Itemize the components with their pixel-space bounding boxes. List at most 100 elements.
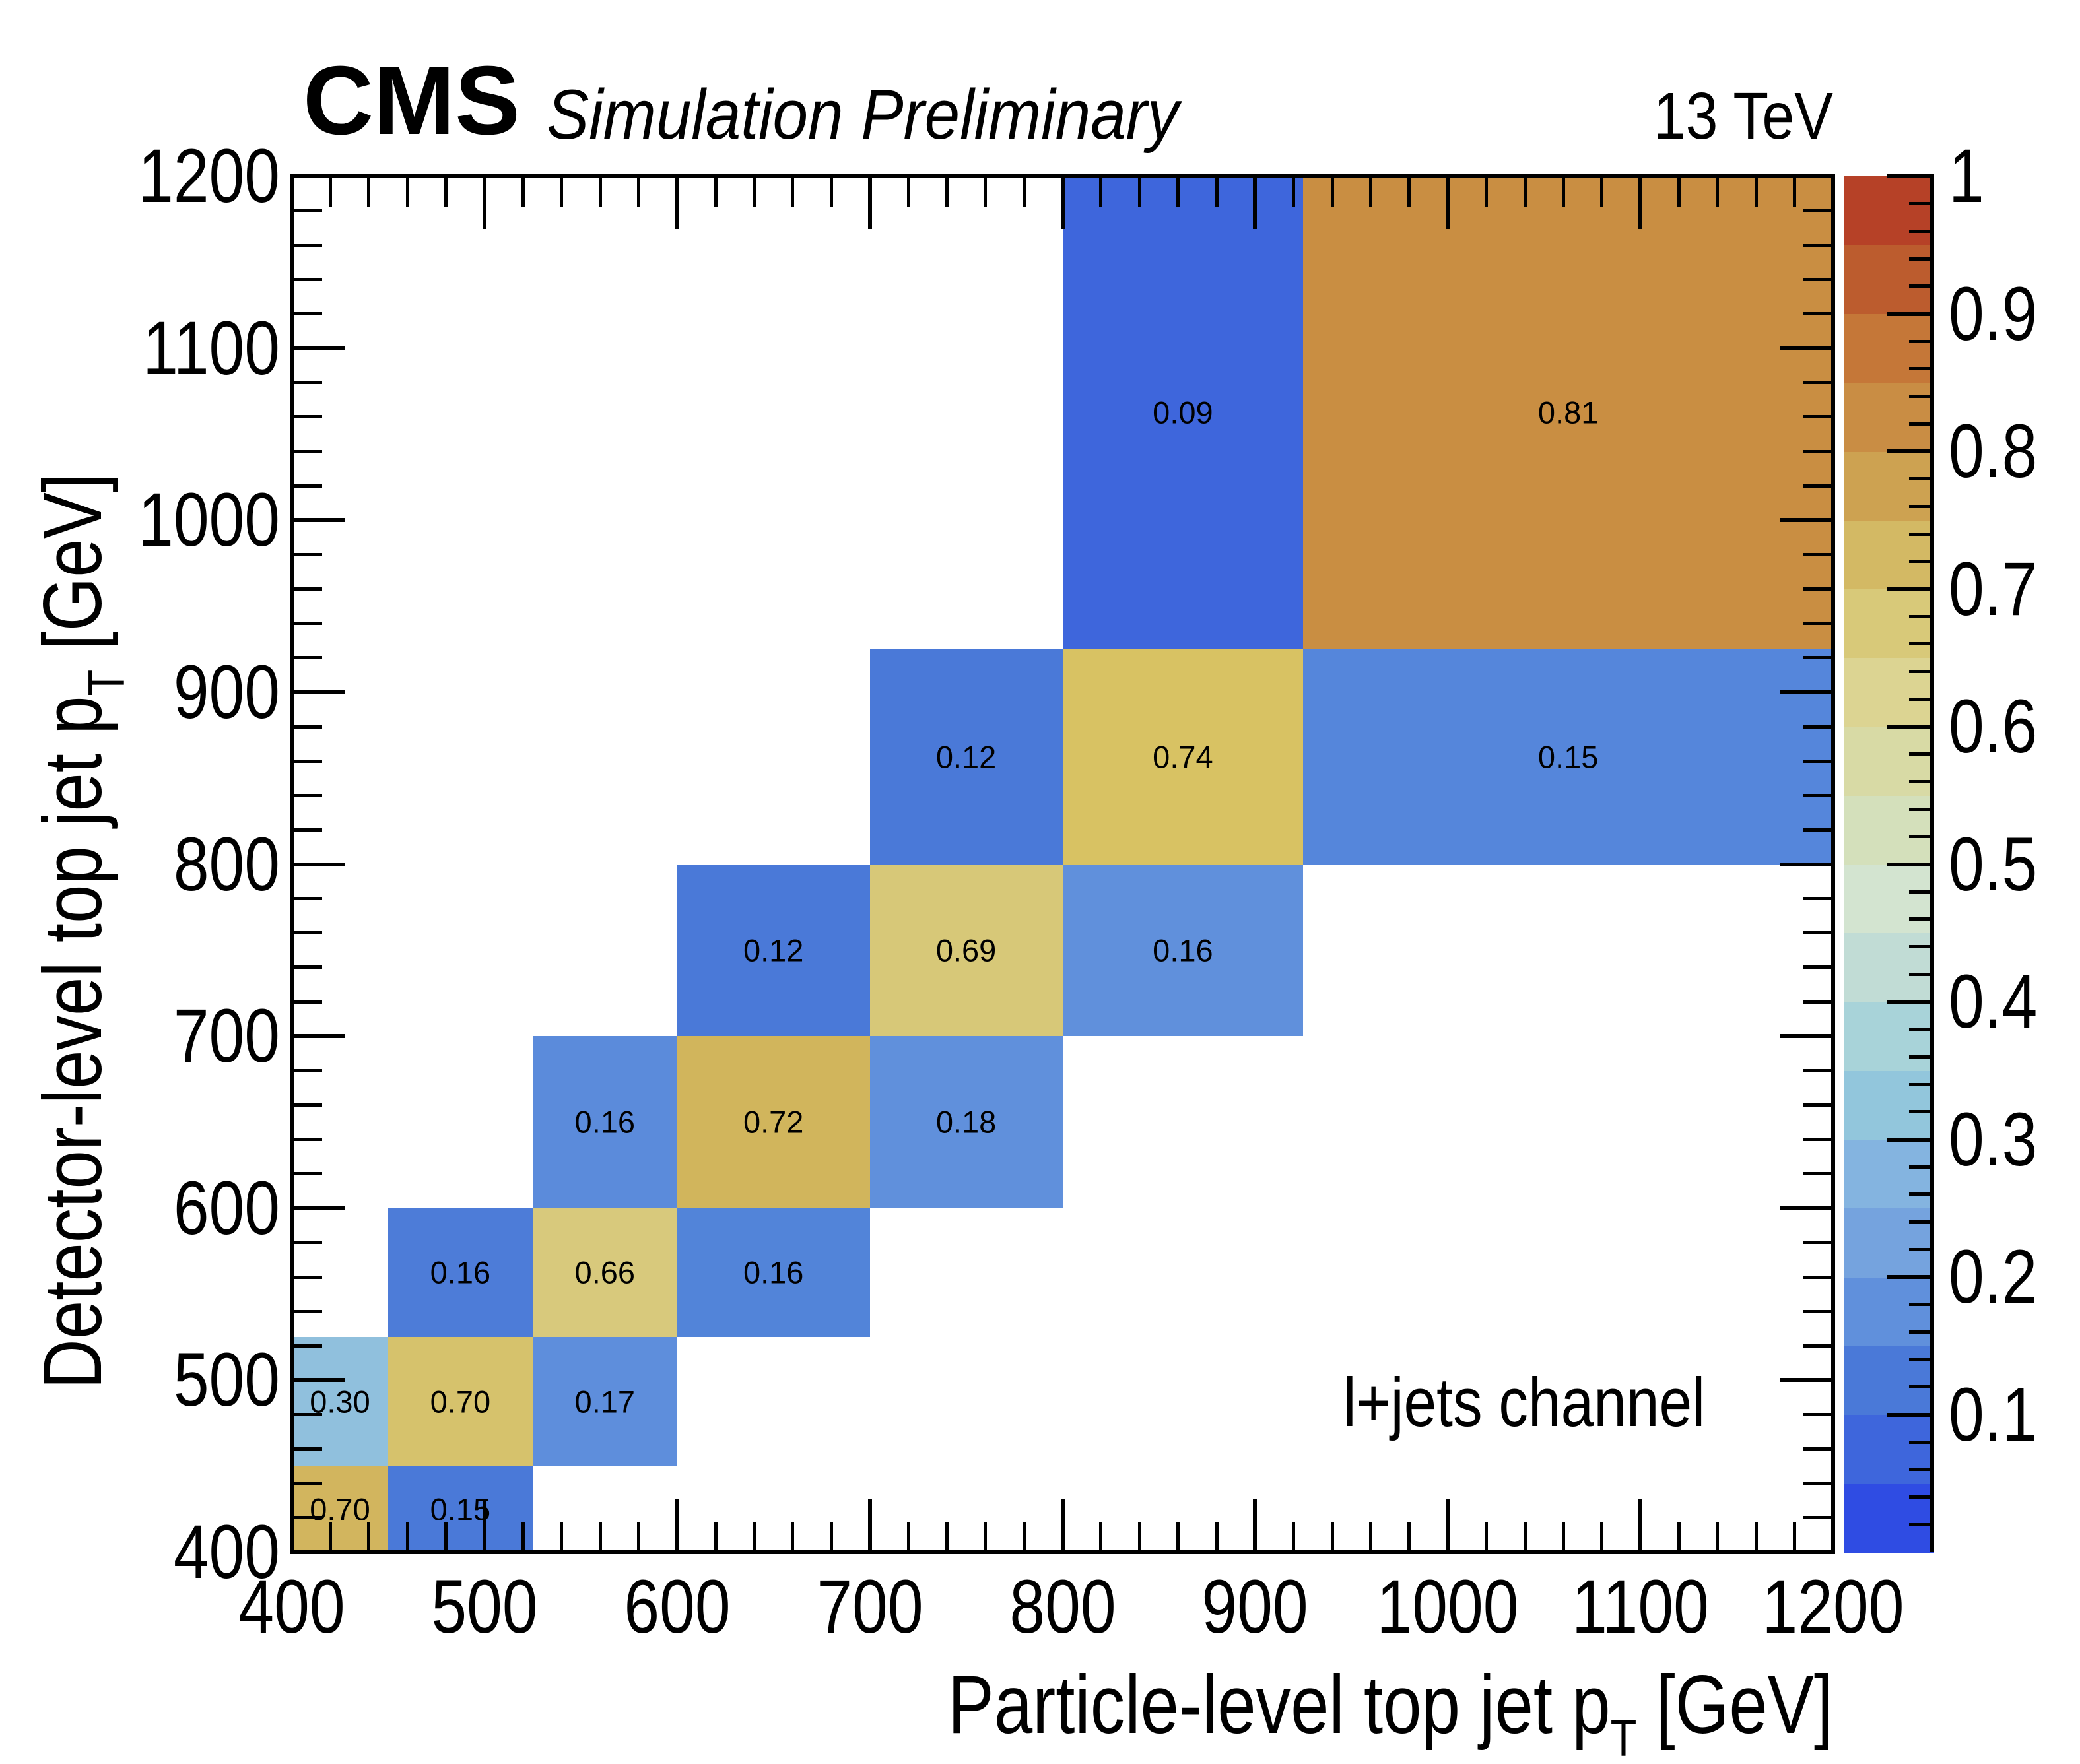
x-axis-tick <box>1369 1522 1372 1552</box>
y-axis-tick <box>292 1378 345 1383</box>
colorbar-tick-label: 0.5 <box>1949 822 2038 907</box>
colorbar-band <box>1844 589 1934 659</box>
colorbar-minor-tick <box>1909 367 1934 371</box>
y-axis-tick <box>292 931 322 935</box>
x-axis-tick-top <box>1523 176 1527 207</box>
x-axis-tick <box>290 1499 294 1552</box>
colorbar-major-tick <box>1887 311 1934 316</box>
heatmap-cell <box>1303 176 1833 649</box>
x-axis-tick <box>1716 1522 1720 1552</box>
x-tick-label: 800 <box>1009 1565 1116 1649</box>
heatmap-cell-value: 0.12 <box>935 739 997 775</box>
x-axis-tick-top <box>1831 176 1835 229</box>
y-axis-tick-right <box>1803 381 1833 385</box>
colorbar-minor-tick <box>1909 477 1934 481</box>
y-axis-tick-right <box>1803 897 1833 901</box>
heatmap-cell <box>532 1036 677 1208</box>
x-axis-tick-top <box>367 176 371 207</box>
colorbar-minor-tick <box>1909 202 1934 206</box>
y-tick-label: 600 <box>173 1165 280 1251</box>
heatmap-cell-value: 0.69 <box>935 932 997 968</box>
colorbar-major-tick <box>1887 587 1934 591</box>
heatmap-cell <box>1062 649 1304 865</box>
x-axis-tick-top <box>1446 176 1450 229</box>
x-axis-tick <box>1253 1499 1258 1552</box>
heatmap-cell-value: 0.15 <box>1537 739 1599 775</box>
colorbar-tick-label: 0.7 <box>1949 546 2038 632</box>
y-axis-tick-right <box>1803 931 1833 935</box>
cms-logo-text: CMS <box>303 46 520 155</box>
y-axis-tick-right <box>1803 415 1833 419</box>
y-axis-tick <box>292 346 345 350</box>
x-axis-tick-top <box>560 176 564 207</box>
x-axis-tick-top <box>1369 176 1372 207</box>
heatmap-cell <box>677 1208 870 1338</box>
colorbar-minor-tick <box>1909 890 1934 894</box>
y-axis-tick-right <box>1803 1172 1833 1176</box>
y-axis-tick-right <box>1803 1138 1833 1141</box>
y-tick-label: 500 <box>173 1338 280 1423</box>
x-axis-tick-top <box>1292 176 1296 207</box>
x-axis-tick <box>945 1522 949 1552</box>
y-axis-tick-right <box>1803 1000 1833 1004</box>
y-axis-tick-right <box>1803 1275 1833 1279</box>
colorbar-band <box>1844 795 1934 865</box>
x-axis-tick-top <box>636 176 640 207</box>
y-axis-tick <box>292 312 322 315</box>
y-axis-tick <box>292 1516 322 1520</box>
y-axis-tick-right <box>1780 862 1833 866</box>
y-axis-tick <box>292 1206 345 1210</box>
colorbar-band <box>1844 657 1934 727</box>
y-axis-tick <box>292 484 322 488</box>
y-axis-tick <box>292 656 322 660</box>
y-axis-tick-right <box>1803 965 1833 969</box>
x-axis-title-suffix: [GeV] <box>1636 1659 1833 1751</box>
colorbar-tick-label: 1 <box>1949 134 1984 218</box>
colorbar-minor-tick <box>1909 1303 1934 1307</box>
y-axis-tick <box>292 622 322 626</box>
y-axis-tick <box>292 1344 322 1348</box>
colorbar-minor-tick <box>1909 697 1934 701</box>
x-axis-tick <box>791 1522 795 1552</box>
x-axis-tick-top <box>1407 176 1411 207</box>
x-axis-tick-top <box>1215 176 1219 207</box>
colorbar-minor-tick <box>1909 1522 1934 1526</box>
colorbar-minor-tick <box>1909 1192 1934 1196</box>
heatmap-cell <box>387 1466 533 1552</box>
x-axis-tick <box>598 1522 602 1552</box>
x-axis-tick <box>367 1522 371 1552</box>
x-axis-tick-top <box>1137 176 1141 207</box>
y-axis-tick <box>292 518 345 523</box>
x-axis-tick-top <box>829 176 833 207</box>
colorbar-major-tick <box>1887 174 1934 178</box>
y-axis-tick <box>292 1241 322 1245</box>
simulation-preliminary-label: Simulation Preliminary <box>547 75 1179 154</box>
y-axis-tick-right <box>1803 1309 1833 1313</box>
y-tick-label: 400 <box>173 1510 280 1594</box>
y-axis-tick-right <box>1803 449 1833 453</box>
y-axis-tick-right <box>1803 1344 1833 1348</box>
y-axis-tick-right <box>1780 1378 1833 1383</box>
y-axis-tick-right <box>1780 174 1833 178</box>
colorbar-band <box>1844 1139 1934 1209</box>
y-axis-tick <box>292 1138 322 1141</box>
x-axis-tick <box>1793 1522 1797 1552</box>
x-axis-tick <box>1831 1499 1835 1552</box>
y-axis-tick-right <box>1803 725 1833 729</box>
heatmap-cell-value: 0.81 <box>1537 395 1599 430</box>
heatmap-cell-value: 0.16 <box>1153 932 1213 968</box>
y-axis-tick <box>292 1309 322 1313</box>
heatmap-cell-value: 0.18 <box>935 1104 997 1140</box>
colorbar-major-tick <box>1887 1000 1934 1004</box>
colorbar-minor-tick <box>1909 1110 1934 1114</box>
x-axis-tick <box>1485 1522 1489 1552</box>
x-axis-tick <box>1176 1522 1180 1552</box>
colorbar-minor-tick <box>1909 670 1934 674</box>
y-axis-tick-right <box>1803 1482 1833 1486</box>
x-axis-tick <box>1060 1499 1065 1552</box>
x-axis-tick <box>1022 1522 1026 1552</box>
x-tick-label: 400 <box>238 1565 345 1649</box>
colorbar-minor-tick <box>1909 1385 1934 1389</box>
colorbar-band <box>1844 451 1934 521</box>
x-axis-tick <box>636 1522 640 1552</box>
